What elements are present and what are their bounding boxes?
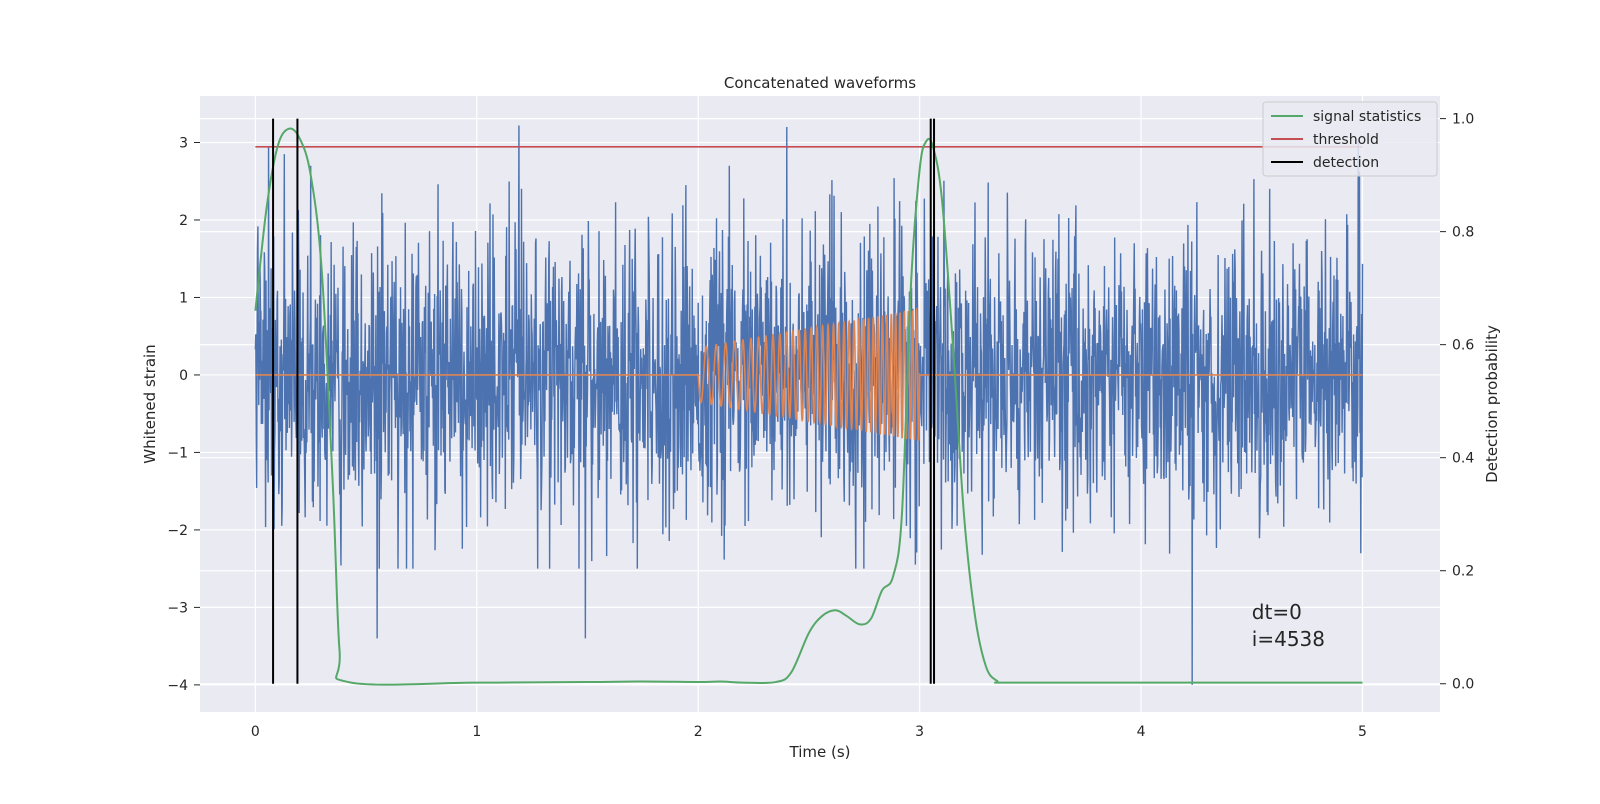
detection-series — [272, 118, 936, 684]
y-tick-label: −4 — [167, 678, 188, 694]
y-tick-label: −1 — [167, 445, 188, 461]
x-tick-label: 1 — [472, 724, 481, 740]
y-tick-label: 3 — [179, 135, 188, 151]
x-tick-label: 4 — [1137, 724, 1146, 740]
legend-label: threshold — [1313, 132, 1379, 148]
signal-statistics-series — [254, 127, 1363, 686]
y2-axis-label: Detection probability — [1483, 325, 1501, 483]
annotation-text: dt=0 — [1252, 600, 1302, 624]
y2-tick-label: 1.0 — [1452, 112, 1474, 128]
x-tick-label: 5 — [1358, 724, 1367, 740]
annotations: dt=0 i=4538 — [1252, 600, 1325, 651]
legend-label: signal statistics — [1313, 109, 1421, 125]
y2-tick-label: 0.2 — [1452, 564, 1474, 580]
legend: signal statistics threshold detection — [1262, 101, 1438, 177]
annotation-text: i=4538 — [1252, 627, 1325, 651]
legend-label: detection — [1313, 155, 1379, 171]
signal-statistics-line — [254, 127, 1363, 686]
y-axis-label: Whitened strain — [141, 344, 159, 463]
x-axis-label: Time (s) — [789, 743, 851, 761]
chart-title: Concatenated waveforms — [724, 74, 916, 92]
strain-series — [254, 125, 1364, 685]
chirp-line — [255, 306, 1363, 441]
y2-tick-label: 0.4 — [1452, 451, 1474, 467]
x-tick-label: 2 — [694, 724, 703, 740]
legend-box — [1262, 101, 1438, 177]
y2-tick-label: 0.8 — [1452, 225, 1474, 241]
chirp-series — [255, 306, 1363, 441]
y-tick-label: 0 — [179, 368, 188, 384]
y-tick-label: −2 — [167, 523, 188, 539]
axis-ticks: 0 1 2 3 4 5 −4 −3 −2 −1 0 1 2 3 0.0 0.2 0.4 0.6 0.8 1.0 — [167, 112, 1474, 740]
y-tick-label: −3 — [167, 600, 188, 616]
x-tick-label: 3 — [915, 724, 924, 740]
y-tick-label: 2 — [179, 213, 188, 229]
y2-tick-label: 0.6 — [1452, 338, 1474, 354]
y-tick-label: 1 — [179, 290, 188, 306]
strain-line — [254, 125, 1364, 685]
y2-tick-label: 0.0 — [1452, 677, 1474, 693]
x-tick-label: 0 — [251, 724, 260, 740]
